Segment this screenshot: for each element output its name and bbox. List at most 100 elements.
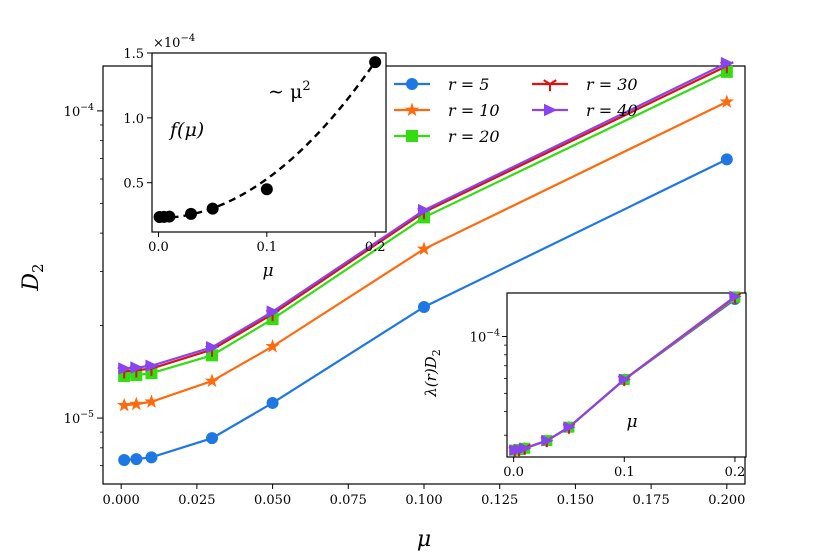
legend-label: r = 40: [586, 101, 638, 120]
data-point: [418, 300, 430, 313]
data-point: [204, 373, 220, 388]
y-tick-label: 1.5: [123, 47, 144, 62]
legend-marker: [406, 130, 418, 142]
inset-series-r40: [509, 290, 742, 456]
legend-marker: [404, 102, 420, 117]
main-y-axis-label-group: D2: [19, 263, 47, 291]
inset-fit-multiplier: ×10−4: [153, 33, 195, 51]
inset-fit-label-text: ∼ μ: [268, 81, 302, 103]
data-point: [118, 362, 132, 375]
inset-scaled-y-ticks: 10−4: [470, 328, 507, 436]
main-y-ticks: 10−4 10−5: [64, 102, 103, 467]
inset-scaled-y-axis-label-subscript: 2: [430, 349, 443, 356]
y-tick-label: 10−4: [64, 102, 94, 120]
main-series-r5: [118, 153, 733, 467]
inset-fit-plot: 0.0 0.1 0.2 0.5 1.0 1.5 ×10−4 f(μ) ∼ μ2 μ: [123, 33, 387, 281]
data-point: [266, 305, 280, 318]
legend: r = 5 r = 30 r = 10 r = 40 r = 20: [394, 75, 638, 146]
data-point: [541, 434, 554, 447]
inset-scaled-y-axis-label-group: λ(r)D2: [422, 349, 443, 397]
data-point: [266, 396, 279, 409]
data-point: [163, 210, 176, 223]
inset-fit-label-sup: 2: [302, 79, 310, 94]
legend-marker: [544, 103, 558, 117]
data-point: [144, 394, 159, 408]
inset-fit-points: [153, 56, 382, 223]
data-point: [369, 56, 382, 69]
legend-entry: r = 30: [532, 75, 638, 94]
legend-entry: r = 10: [394, 101, 500, 120]
inset-scaled-x-ticks: 0.0 0.1 0.2: [503, 457, 745, 480]
data-point: [418, 203, 432, 217]
inset-fit-frame: [151, 52, 387, 233]
data-point: [130, 361, 144, 374]
inset-scaled-x-axis-label: μ: [626, 412, 637, 432]
data-point: [129, 396, 144, 411]
data-point: [265, 338, 280, 353]
x-tick-label: 0.200: [708, 493, 745, 508]
data-point: [563, 421, 576, 433]
data-point: [145, 451, 158, 464]
inset-scaled-y-axis-label: λ(r)D: [422, 356, 440, 397]
x-tick-label: 0.175: [633, 493, 670, 508]
main-series-r40: [118, 56, 735, 375]
x-tick-label: 0.150: [557, 493, 594, 508]
data-point: [719, 94, 734, 108]
main-series-r10: [117, 94, 734, 412]
data-point: [519, 442, 532, 454]
y-tick-label: 1.0: [123, 112, 144, 127]
x-tick-label: 0.000: [103, 493, 140, 508]
legend-marker: [543, 79, 557, 92]
x-tick-label: 0.1: [614, 465, 635, 480]
x-tick-label: 0.2: [365, 240, 386, 255]
inset-fit-x-axis-label: μ: [262, 261, 273, 281]
main-x-axis-label: μ: [417, 527, 431, 552]
y-tick-label: 0.5: [123, 177, 144, 192]
x-tick-label: 0.1: [256, 240, 277, 255]
x-tick-label: 0.0: [503, 465, 524, 480]
inset-fit-label: ∼ μ2: [268, 79, 311, 103]
inset-fit-multiplier-exp: −4: [180, 33, 195, 44]
x-tick-label: 0.0: [148, 240, 169, 255]
data-point: [416, 241, 432, 256]
legend-entry: r = 5: [394, 75, 489, 94]
legend-entry: r = 20: [394, 127, 500, 146]
legend-label: r = 30: [586, 75, 638, 94]
legend-label: r = 10: [448, 101, 500, 120]
inset-fit-multiplier-base: ×10: [153, 36, 180, 51]
x-tick-label: 0.2: [725, 465, 746, 480]
y-tick-label: 10−5: [64, 409, 94, 427]
main-y-axis-label-subscript: 2: [29, 263, 47, 273]
data-point: [206, 432, 219, 445]
legend-entry: r = 40: [532, 101, 638, 120]
main-series-group: [117, 56, 735, 467]
data-point: [206, 202, 219, 215]
data-point: [185, 207, 197, 220]
data-point: [260, 183, 273, 196]
x-tick-label: 0.050: [254, 493, 291, 508]
inset-scaled-plot: 0.0 0.1 0.2 10−4 μ λ(r)D2: [422, 290, 747, 480]
x-tick-label: 0.075: [330, 493, 367, 508]
data-point: [720, 153, 733, 166]
data-point: [117, 397, 132, 412]
inset-fit-annotation: f(μ): [168, 119, 204, 141]
legend-marker: [406, 78, 418, 90]
data-point: [720, 56, 735, 70]
x-tick-label: 0.025: [178, 493, 215, 508]
y-tick-label: 10−4: [470, 328, 500, 346]
legend-label: r = 20: [448, 127, 500, 146]
svg-text:D2: D2: [19, 263, 47, 291]
x-tick-label: 0.125: [481, 493, 518, 508]
main-y-axis-label: D: [19, 273, 44, 292]
x-tick-label: 0.100: [405, 493, 442, 508]
data-point: [618, 373, 631, 386]
data-point: [130, 453, 143, 466]
main-x-ticks: 0.000 0.025 0.050 0.075 0.100 0.125 0.150 0.175…: [103, 484, 745, 508]
data-point: [145, 359, 159, 373]
data-point: [206, 340, 220, 354]
data-point: [118, 454, 131, 467]
inset-fit-x-ticks: 0.0 0.1 0.2: [148, 232, 386, 255]
legend-label: r = 5: [448, 75, 489, 94]
data-point: [729, 290, 742, 303]
